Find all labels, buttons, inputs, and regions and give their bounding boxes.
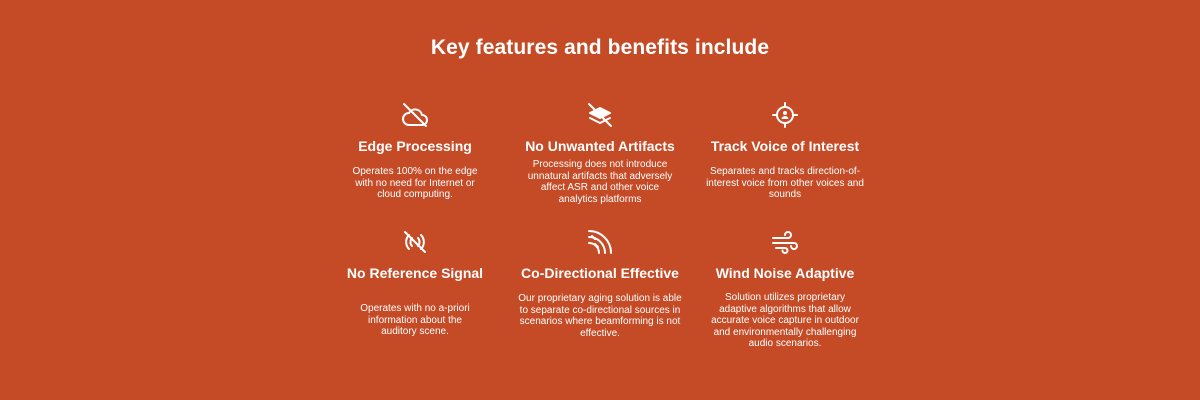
feature-description: Separates and tracks direction-of-intere… [706,166,864,200]
feature-title: Co-Directional Effective [521,265,679,281]
feature-co-directional: Co-Directional Effective Our proprietary… [512,227,688,339]
feature-title: Track Voice of Interest [710,138,860,154]
feature-description: Operates 100% on the edge with no need f… [352,166,478,200]
feature-description: Operates with no a-priori information ab… [360,303,470,337]
feature-title: No Unwanted Artifacts [525,138,675,154]
feature-title: Wind Noise Adaptive [715,265,855,281]
feature-title: No Reference Signal [346,265,484,281]
feature-wind-noise: Wind Noise Adaptive Solution utilizes pr… [697,227,873,350]
feature-description: Processing does not introduce unnatural … [527,159,673,205]
feature-track-voice: Track Voice of Interest Separates and tr… [697,100,873,201]
cloud-off-icon [400,100,430,130]
wind-icon [770,227,800,257]
feature-description: Our proprietary aging solution is able t… [518,293,682,339]
feature-no-reference-signal: No Reference Signal Operates with no a-p… [327,227,503,338]
feature-no-unwanted-artifacts: No Unwanted Artifacts Processing does no… [512,100,688,205]
layers-off-icon [585,100,615,130]
target-person-icon [770,100,800,130]
feature-title: Edge Processing [358,138,472,154]
feature-description: Solution utilizes proprietary adaptive a… [711,292,859,349]
directional-waves-icon [585,227,615,257]
section-heading: Key features and benefits include [430,36,770,59]
signal-off-icon [400,227,430,257]
feature-edge-processing: Edge Processing Operates 100% on the edg… [327,100,503,201]
